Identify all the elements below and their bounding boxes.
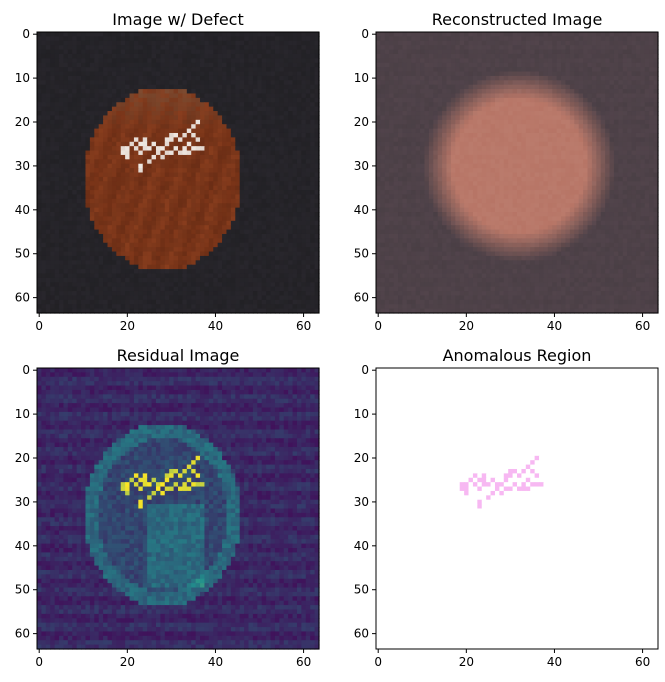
y-tick-label: 20 [354, 451, 369, 465]
y-tick-label: 20 [15, 115, 30, 129]
y-tick-label: 60 [15, 627, 30, 641]
x-tick-label: 20 [459, 319, 474, 333]
y-tick-label: 0 [22, 363, 30, 377]
y-tick-label: 30 [354, 159, 369, 173]
panel-residual: Residual Image 0 20 40 60 0 10 20 30 40 50 60 [15, 346, 320, 669]
y-tick-label: 10 [15, 71, 30, 85]
x-tick-label: 20 [120, 319, 135, 333]
y-tick-label: 50 [15, 583, 30, 597]
y-tick-label: 50 [354, 247, 369, 261]
x-tick-label: 60 [296, 319, 311, 333]
image-anomaly [376, 368, 659, 650]
y-tick-label: 40 [15, 539, 30, 553]
y-tick-label: 50 [15, 247, 30, 261]
panel-anomaly: Anomalous Region 0 20 40 60 0 10 20 30 40 50 60 [354, 346, 659, 669]
x-tick-label: 60 [635, 319, 650, 333]
axes-frame [36, 31, 320, 314]
y-tick-label: 30 [15, 495, 30, 509]
y-tick-label: 60 [354, 291, 369, 305]
panel-title: Reconstructed Image [432, 10, 603, 29]
y-tick-label: 40 [354, 539, 369, 553]
y-tick-label: 40 [15, 203, 30, 217]
x-tick-label: 40 [208, 319, 223, 333]
y-tick-label: 60 [15, 291, 30, 305]
y-tick-label: 30 [15, 159, 30, 173]
image-defect [37, 32, 320, 314]
x-tick-label: 0 [35, 319, 43, 333]
y-tick-label: 0 [22, 27, 30, 41]
y-tick-label: 0 [361, 27, 369, 41]
panel-title: Residual Image [117, 346, 240, 365]
y-tick-label: 20 [354, 115, 369, 129]
x-tick-label: 0 [374, 655, 382, 669]
y-tick-label: 10 [15, 407, 30, 421]
x-tick-label: 20 [459, 655, 474, 669]
axes-frame [375, 31, 659, 314]
x-tick-label: 40 [547, 655, 562, 669]
y-tick-label: 10 [354, 71, 369, 85]
y-tick-label: 60 [354, 627, 369, 641]
image-reconstructed [376, 32, 659, 314]
x-tick-label: 60 [635, 655, 650, 669]
y-tick-label: 30 [354, 495, 369, 509]
y-tick-label: 20 [15, 451, 30, 465]
axes-frame [36, 367, 320, 650]
x-tick-label: 0 [374, 319, 382, 333]
x-tick-label: 20 [120, 655, 135, 669]
y-tick-label: 10 [354, 407, 369, 421]
panel-title: Anomalous Region [443, 346, 592, 365]
panel-defect: Image w/ Defect 0 20 40 60 0 10 20 30 40 50 60 [15, 10, 320, 333]
y-tick-label: 50 [354, 583, 369, 597]
panel-title: Image w/ Defect [112, 10, 243, 29]
x-tick-label: 40 [208, 655, 223, 669]
x-tick-label: 40 [547, 319, 562, 333]
image-residual [37, 368, 320, 650]
x-tick-label: 0 [35, 655, 43, 669]
y-tick-label: 0 [361, 363, 369, 377]
x-tick-label: 60 [296, 655, 311, 669]
axes-frame [375, 367, 659, 650]
y-tick-label: 40 [354, 203, 369, 217]
panel-reconstructed: Reconstructed Image 0 20 40 60 0 10 20 30 40 50 60 [354, 10, 659, 333]
